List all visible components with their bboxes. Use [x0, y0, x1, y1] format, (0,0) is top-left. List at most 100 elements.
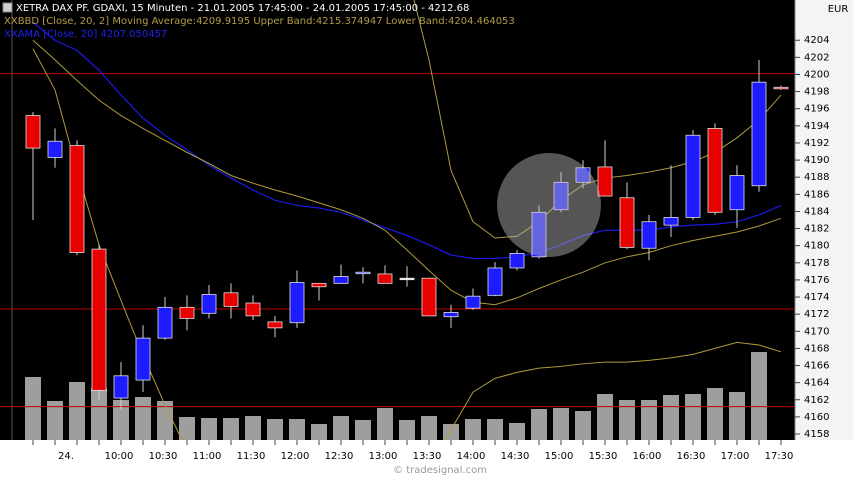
- volume-bar: [641, 400, 657, 440]
- chart-title: XETRA DAX PF. GDAXI, 15 Minuten - 21.01.…: [16, 3, 469, 14]
- candle-body: [773, 86, 789, 90]
- candle-body: [223, 292, 239, 307]
- volume-bar: [157, 401, 173, 440]
- candle-body: [509, 252, 525, 269]
- volume-bar: [465, 419, 481, 440]
- y-tick-label: 4180: [804, 241, 829, 252]
- date-label: 24.: [58, 451, 74, 462]
- volume-bar: [47, 401, 63, 440]
- candle-body: [91, 248, 107, 391]
- x-tick-label: 12:30: [325, 451, 354, 462]
- candle-body: [465, 295, 481, 309]
- x-tick-label: 17:00: [721, 451, 750, 462]
- y-tick-label: 4168: [804, 343, 829, 354]
- x-tick-label: 17:30: [765, 451, 794, 462]
- volume-bar: [355, 420, 371, 440]
- y-tick-label: 4184: [804, 206, 829, 217]
- volume-bar: [421, 416, 437, 440]
- y-tick-label: 4162: [804, 395, 829, 406]
- candle-body: [25, 115, 41, 149]
- y-tick-label: 4188: [804, 172, 829, 183]
- currency-label: EUR: [828, 4, 849, 15]
- y-tick-label: 4160: [804, 412, 829, 423]
- candle-body: [135, 337, 151, 381]
- candle-body: [289, 282, 305, 324]
- x-tick-label: 13:00: [369, 451, 398, 462]
- candle-body: [751, 81, 767, 187]
- candle-body: [553, 181, 569, 211]
- volume-bar: [663, 395, 679, 440]
- y-tick-label: 4158: [804, 429, 829, 440]
- y-tick-label: 4194: [804, 121, 829, 132]
- volume-bar: [289, 419, 305, 440]
- highlight-circle: [497, 153, 601, 257]
- volume-bar: [377, 408, 393, 440]
- candle-body: [707, 128, 723, 213]
- candle-body: [157, 306, 173, 339]
- y-tick-label: 4198: [804, 87, 829, 98]
- volume-bar: [707, 388, 723, 440]
- candle-body: [399, 277, 415, 281]
- volume-bar: [223, 418, 239, 440]
- candle-body: [377, 273, 393, 284]
- volume-bar: [729, 392, 745, 440]
- candle-body: [333, 276, 349, 284]
- y-tick-label: 4172: [804, 309, 829, 320]
- x-tick-label: 10:30: [149, 451, 178, 462]
- indicator-ama-label: XXAMA [Close, 20] 4207.050457: [4, 29, 167, 40]
- candle-body: [663, 217, 679, 226]
- y-tick-label: 4178: [804, 258, 829, 269]
- candle-body: [179, 306, 195, 319]
- volume-bar: [597, 394, 613, 440]
- candle-body: [47, 140, 63, 158]
- candle-body: [487, 267, 503, 296]
- candle-body: [201, 294, 217, 314]
- candle-body: [619, 197, 635, 248]
- y-tick-label: 4196: [804, 104, 829, 115]
- volume-bar: [509, 423, 525, 440]
- y-tick-label: 4186: [804, 189, 829, 200]
- candle-body: [443, 312, 459, 318]
- y-tick-label: 4204: [804, 35, 829, 46]
- volume-bar: [135, 397, 151, 440]
- volume-bar: [399, 420, 415, 440]
- x-tick-label: 10:00: [105, 451, 134, 462]
- candle-body: [245, 302, 261, 317]
- candle-body: [355, 271, 371, 275]
- volume-bar: [575, 411, 591, 440]
- candle-body: [641, 221, 657, 249]
- indicator-line: [32, 39, 782, 306]
- y-tick-label: 4174: [804, 292, 829, 303]
- y-axis-panel: [795, 0, 853, 440]
- x-tick-label: 12:00: [281, 451, 310, 462]
- y-tick-label: 4182: [804, 224, 829, 235]
- y-tick-label: 4164: [804, 378, 829, 389]
- symbol-icon: [2, 2, 13, 13]
- x-tick-label: 15:00: [545, 451, 574, 462]
- candle-body: [575, 167, 591, 183]
- y-tick-label: 4202: [804, 52, 829, 63]
- candle-body: [267, 321, 283, 329]
- candle-body: [113, 375, 129, 399]
- candle-body: [685, 134, 701, 218]
- volume-bar: [685, 394, 701, 440]
- volume-bar: [113, 400, 129, 440]
- y-tick-label: 4200: [804, 69, 829, 80]
- candle-body: [531, 211, 547, 258]
- candle-body: [729, 175, 745, 211]
- x-tick-label: 15:30: [589, 451, 618, 462]
- volume-bar: [25, 377, 41, 440]
- x-tick-label: 13:30: [413, 451, 442, 462]
- candle-body: [69, 145, 85, 253]
- indicator-line: [32, 48, 183, 440]
- volume-bar: [443, 424, 459, 440]
- volume-bar: [267, 419, 283, 440]
- x-tick-label: 14:30: [501, 451, 530, 462]
- volume-bar: [751, 352, 767, 440]
- plot-layer: [0, 0, 795, 440]
- x-tick-label: 11:30: [237, 451, 266, 462]
- x-tick-label: 11:00: [193, 451, 222, 462]
- x-tick-label: 16:30: [677, 451, 706, 462]
